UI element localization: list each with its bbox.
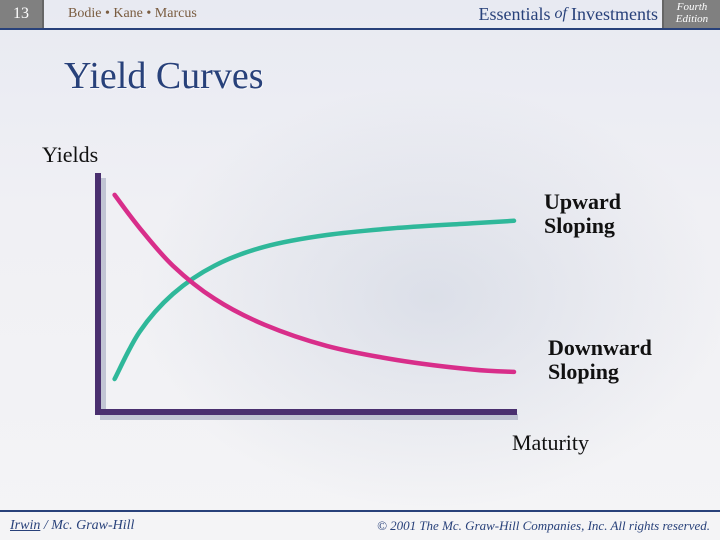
slide-root: 13 Bodie • Kane • Marcus Essentials of I… [0, 0, 720, 540]
yield-curve-chart [80, 170, 518, 430]
publisher-mgh: Mc. Graw-Hill [51, 518, 134, 533]
upward-label-line1: Upward [544, 190, 621, 214]
y-axis-label: Yields [42, 142, 98, 168]
top-bar: 13 Bodie • Kane • Marcus Essentials of I… [0, 0, 720, 28]
publisher: Irwin / Mc. Graw-Hill [10, 518, 134, 534]
book-title-of: of [551, 5, 571, 23]
publisher-irwin: Irwin [10, 518, 40, 533]
authors: Bodie • Kane • Marcus [44, 0, 221, 28]
page-number: 13 [0, 0, 44, 28]
top-spacer [221, 0, 479, 28]
book-title: Essentials of Investments [479, 0, 662, 28]
publisher-sep: / [40, 518, 51, 533]
downward-label-line1: Downward [548, 336, 652, 360]
footer: Irwin / Mc. Graw-Hill © 2001 The Mc. Gra… [0, 518, 720, 534]
book-title-left: Essentials [479, 4, 551, 25]
book-title-right: Investments [571, 4, 658, 25]
edition-badge: Fourth Edition [662, 0, 720, 28]
slide-title: Yield Curves [0, 30, 720, 108]
copyright: © 2001 The Mc. Graw-Hill Companies, Inc.… [377, 518, 710, 534]
downward-sloping-label: Downward Sloping [548, 336, 652, 384]
x-axis-label: Maturity [512, 430, 589, 456]
upward-label-line2: Sloping [544, 214, 621, 238]
edition-line2: Edition [676, 14, 708, 26]
upward-sloping-label: Upward Sloping [544, 190, 621, 238]
footer-rule [0, 510, 720, 512]
downward-label-line2: Sloping [548, 360, 652, 384]
